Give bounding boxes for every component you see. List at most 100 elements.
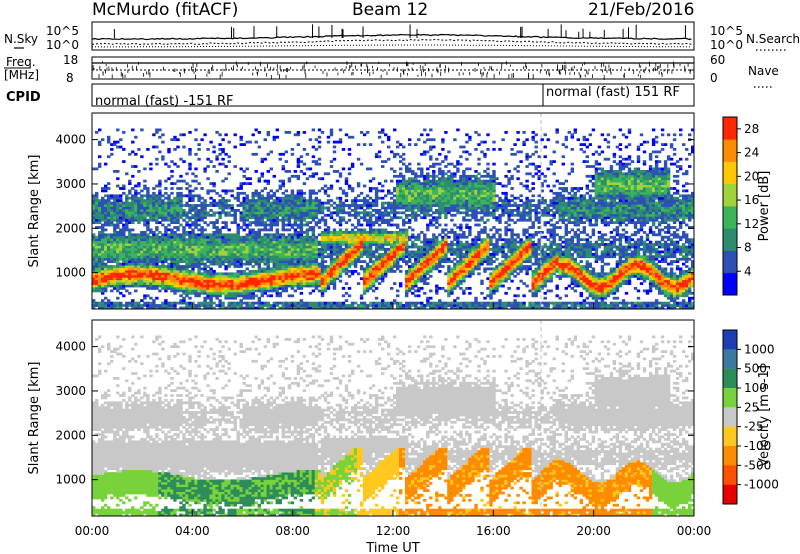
power-cell xyxy=(248,231,252,234)
power-cell xyxy=(377,218,382,222)
power-cell xyxy=(314,277,319,281)
power-cell xyxy=(164,211,168,215)
power-cell xyxy=(350,204,355,207)
power-cell xyxy=(158,274,162,278)
power-cell xyxy=(260,213,264,217)
power-cell xyxy=(194,287,198,290)
power-cell xyxy=(263,209,267,212)
nave-tick-high: 60 xyxy=(710,53,725,67)
power-cell xyxy=(182,270,186,273)
power-cell xyxy=(158,304,162,307)
power-cell xyxy=(218,238,222,242)
power-cell xyxy=(242,301,246,305)
power-cell xyxy=(245,257,249,261)
power-cell xyxy=(140,201,144,205)
power-cell xyxy=(323,172,328,176)
power-cell xyxy=(182,145,186,149)
power-cell xyxy=(164,206,168,210)
power-cell xyxy=(311,218,316,222)
power-cell xyxy=(326,228,331,232)
power-cell xyxy=(140,218,144,222)
power-cell xyxy=(329,282,334,285)
power-cell xyxy=(116,235,120,239)
power-cell xyxy=(110,304,114,307)
power-cell xyxy=(152,194,156,198)
power-cell xyxy=(104,262,108,266)
power-cell xyxy=(308,304,313,307)
power-cell xyxy=(227,155,231,159)
power-cell xyxy=(287,272,292,276)
power-cell xyxy=(197,233,201,237)
power-cell xyxy=(113,250,117,254)
power-cell xyxy=(191,196,195,200)
power-cell xyxy=(423,267,427,271)
power-cell xyxy=(170,255,174,259)
power-cell xyxy=(125,221,129,224)
power-cell xyxy=(239,250,243,254)
power-cell xyxy=(143,179,147,183)
power-cell xyxy=(221,274,225,278)
power-cell xyxy=(296,248,301,251)
power-cell xyxy=(182,160,186,163)
power-cell xyxy=(188,216,192,220)
power-cell xyxy=(350,306,355,310)
power-cell xyxy=(107,194,111,198)
power-cell xyxy=(417,279,421,283)
power-cell xyxy=(185,201,189,205)
power-cell xyxy=(110,282,114,285)
power-cell xyxy=(411,279,415,283)
power-cell xyxy=(332,267,337,271)
power-cell xyxy=(278,240,282,244)
power-cell xyxy=(362,248,367,251)
power-cell xyxy=(101,287,105,290)
power-cell xyxy=(356,211,361,215)
power-cell xyxy=(284,289,288,293)
power-cell xyxy=(161,257,165,261)
power-cell xyxy=(317,189,322,193)
power-cell xyxy=(405,274,409,278)
power-cell xyxy=(146,262,150,266)
power-cell xyxy=(269,304,273,307)
power-cell xyxy=(287,213,292,217)
power-cell xyxy=(275,282,279,285)
power-cell xyxy=(134,252,138,256)
power-cell xyxy=(323,270,328,273)
power-cell xyxy=(387,235,391,239)
power-cell xyxy=(185,245,189,249)
power-cell xyxy=(146,304,150,307)
power-cell xyxy=(155,262,159,266)
power-cell xyxy=(299,284,304,288)
power-cell xyxy=(188,296,192,300)
power-cell xyxy=(164,306,168,310)
power-cell xyxy=(275,250,279,254)
power-cell xyxy=(209,299,213,302)
power-cell xyxy=(420,211,424,215)
power-cell xyxy=(191,270,195,273)
power-cell xyxy=(426,299,430,302)
power-cell xyxy=(116,262,120,266)
power-cell xyxy=(212,270,216,273)
power-cell xyxy=(167,165,171,168)
power-cell xyxy=(423,262,427,266)
power-cell xyxy=(347,172,352,176)
power-cell xyxy=(176,240,180,244)
power-cell xyxy=(122,287,126,290)
power-cell xyxy=(353,233,358,237)
power-cell xyxy=(215,255,219,259)
power-cell xyxy=(269,257,273,261)
power-cell xyxy=(296,252,301,256)
power-cell xyxy=(119,272,123,276)
power-cell xyxy=(140,231,144,234)
power-cell xyxy=(197,257,201,261)
power-cell xyxy=(182,287,186,290)
power-cell xyxy=(320,231,325,234)
power-cell xyxy=(134,306,138,310)
power-cell xyxy=(377,189,382,193)
power-cell xyxy=(317,199,322,202)
power-cell xyxy=(365,204,370,207)
power-cell xyxy=(95,194,99,198)
power-cell xyxy=(128,282,132,285)
power-cell xyxy=(293,216,298,220)
power-cell xyxy=(323,240,328,244)
power-cell xyxy=(365,265,370,268)
